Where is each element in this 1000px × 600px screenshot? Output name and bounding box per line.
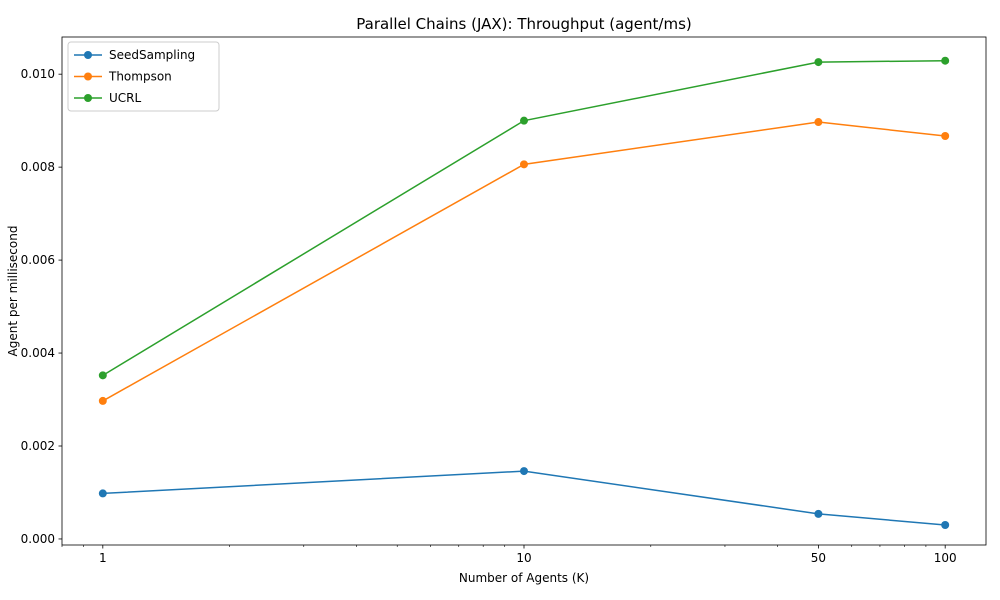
y-tick-label: 0.002 xyxy=(21,439,55,453)
y-axis-label: Agent per millisecond xyxy=(6,226,20,357)
y-tick-label: 0.004 xyxy=(21,346,55,360)
legend-swatch-marker-ucrl xyxy=(84,94,92,102)
y-tick-label: 0.010 xyxy=(21,67,55,81)
data-point-ucrl xyxy=(941,56,950,65)
legend-label-seedsampling: SeedSampling xyxy=(109,48,195,62)
legend-swatch-marker-seedsampling xyxy=(84,51,92,59)
series-line-ucrl xyxy=(102,59,946,377)
legend-label-thompson: Thompson xyxy=(108,70,172,84)
x-tick-label: 50 xyxy=(811,551,826,565)
data-point-seedsampling xyxy=(520,467,528,476)
data-point-thompson xyxy=(520,160,528,169)
data-point-thompson xyxy=(98,396,107,405)
x-axis-label: Number of Agents (K) xyxy=(459,571,589,585)
data-point-seedsampling xyxy=(98,489,107,498)
data-point-thompson xyxy=(941,131,950,140)
plot-frame xyxy=(61,36,987,546)
series-line-seedsampling xyxy=(102,470,946,526)
legend-label-ucrl: UCRL xyxy=(109,91,142,105)
y-axis-ticks: 0.000 0.002 0.004 0.006 0.008 0.010 xyxy=(21,67,62,546)
x-tick-label: 100 xyxy=(934,551,957,565)
series-line-thompson xyxy=(102,121,946,402)
data-point-ucrl xyxy=(814,58,823,67)
data-point-seedsampling xyxy=(814,509,823,518)
y-tick-label: 0.008 xyxy=(21,160,55,174)
y-tick-label: 0.006 xyxy=(21,253,55,267)
x-tick-label: 10 xyxy=(516,551,531,565)
y-tick-label: 0.000 xyxy=(21,532,55,546)
data-point-ucrl xyxy=(520,116,528,125)
data-point-seedsampling xyxy=(941,521,950,530)
x-tick-label: 1 xyxy=(99,551,107,565)
data-point-ucrl xyxy=(98,371,107,380)
legend: SeedSampling Thompson UCRL xyxy=(67,41,220,112)
legend-frame xyxy=(67,41,220,112)
legend-swatch-marker-thompson xyxy=(84,72,92,81)
x-axis-ticks: 1 10 50 100 xyxy=(99,545,957,565)
series-layer xyxy=(98,56,950,530)
data-point-thompson xyxy=(814,118,823,127)
chart-title: Parallel Chains (JAX): Throughput (agent… xyxy=(356,15,692,33)
